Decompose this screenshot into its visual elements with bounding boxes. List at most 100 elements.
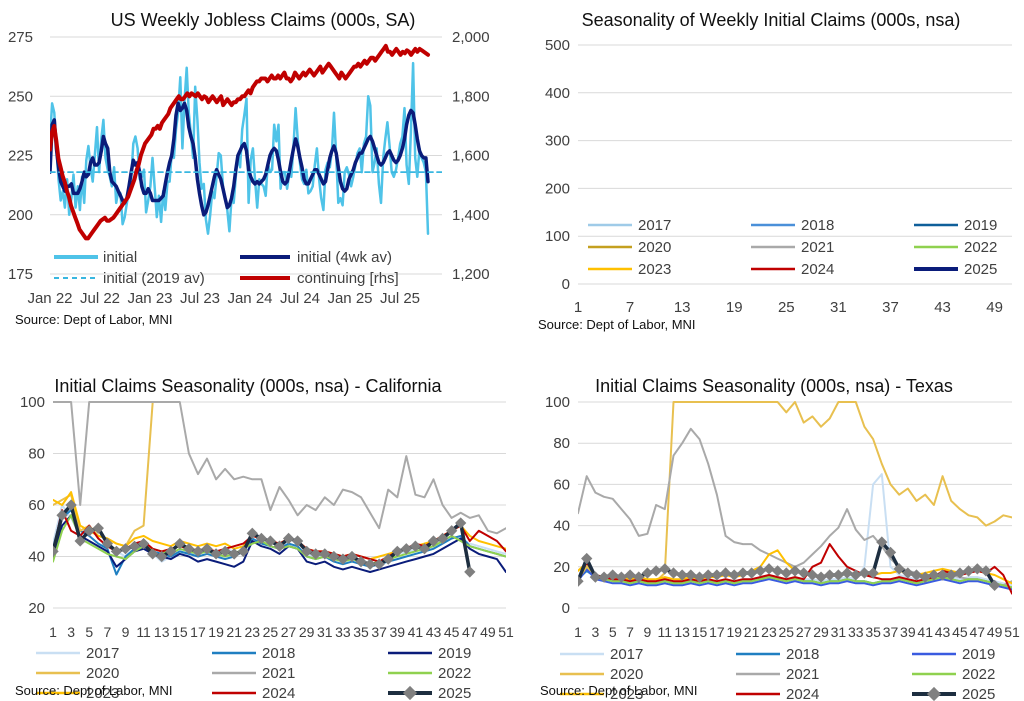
x-tick-label: Jul 23 — [180, 290, 220, 307]
series-marker — [789, 565, 801, 577]
series-marker — [464, 566, 476, 578]
y-tick-label: 225 — [8, 148, 33, 165]
series-marker — [832, 569, 845, 581]
series-2021 — [578, 427, 1012, 587]
legend-label: 2020 — [86, 665, 119, 682]
series-2022 — [578, 86, 1012, 208]
series-marker — [971, 563, 983, 575]
x-tick-label: 5 — [609, 624, 617, 640]
y-tick-label: 275 — [8, 29, 33, 46]
series-marker — [400, 543, 413, 555]
series-marker — [373, 558, 385, 570]
x-tick-label: 19 — [208, 624, 224, 640]
x-tick-label: Jan 24 — [227, 290, 272, 307]
x-tick-label: 39 — [389, 624, 405, 640]
y2-tick-label: 1,600 — [452, 148, 490, 165]
x-tick-label: Jan 22 — [27, 290, 72, 307]
series-marker — [607, 569, 619, 581]
x-tick-label: 43 — [934, 299, 951, 316]
y2-tick-label: 1,400 — [452, 207, 490, 224]
series-marker — [624, 569, 636, 581]
x-tick-label: 39 — [900, 624, 916, 640]
series-marker — [754, 565, 766, 577]
series-marker — [893, 563, 905, 575]
x-tick-label: 13 — [674, 624, 690, 640]
legend-label: 2024 — [262, 685, 295, 701]
y-tick-label: 40 — [553, 518, 570, 535]
legend-marker — [402, 685, 418, 701]
series-marker — [962, 565, 975, 577]
series-marker — [65, 499, 77, 511]
series-marker — [815, 571, 827, 583]
y-tick-label: 0 — [562, 600, 570, 617]
x-tick-label: 45 — [444, 624, 460, 640]
plot-area — [53, 401, 506, 578]
legend-label: initial (4wk av) — [297, 249, 392, 266]
series-marker — [711, 569, 723, 581]
series-marker — [867, 567, 879, 579]
series-marker — [53, 545, 59, 558]
x-tick-label: 37 — [371, 624, 387, 640]
series-marker — [364, 558, 376, 570]
panel-seasonality-of-weekly-initial-claims-000s-nsa: Seasonality of Weekly Initial Claims (00… — [538, 10, 1012, 332]
x-tick-label: 51 — [498, 624, 514, 640]
series-marker — [455, 517, 467, 529]
legend-label: 2025 — [438, 685, 471, 701]
legend-label: 2017 — [86, 645, 119, 662]
x-tick-label: 35 — [865, 624, 881, 640]
chart-title: Seasonality of Weekly Initial Claims (00… — [582, 10, 961, 30]
x-tick-label: 1 — [49, 624, 57, 640]
series-2020 — [578, 401, 1012, 583]
x-tick-label: 19 — [726, 624, 742, 640]
series-2024 — [578, 138, 1012, 198]
series-marker — [328, 550, 340, 563]
x-tick-label: Jan 25 — [327, 290, 372, 307]
series-2019 — [578, 567, 1012, 591]
series-marker — [771, 565, 784, 577]
legend-label: 2023 — [86, 685, 119, 701]
x-tick-label: 23 — [761, 624, 777, 640]
legend-label: 2018 — [801, 217, 834, 234]
x-tick-label: 17 — [190, 624, 206, 640]
chart-title: Initial Claims Seasonality (000s, nsa) -… — [595, 376, 953, 396]
series-marker — [850, 569, 862, 581]
series-marker — [255, 532, 268, 545]
source-note: Source: Dept of Labor, MNI — [540, 683, 698, 698]
x-tick-label: 13 — [154, 624, 170, 640]
series-marker — [928, 569, 940, 581]
x-tick-label: 29 — [813, 624, 829, 640]
y-tick-label: 20 — [553, 559, 570, 576]
legend-label: 2021 — [262, 665, 295, 682]
x-tick-label: 17 — [709, 624, 725, 640]
legend-label: 2021 — [801, 239, 834, 256]
series-marker — [101, 537, 114, 550]
x-tick-label: 41 — [408, 624, 424, 640]
series-marker — [633, 571, 645, 583]
series-marker — [201, 543, 213, 555]
legend: 2017 2018 2019 2020 2021 2022 2023 2024 2025 — [36, 645, 471, 701]
series-2020 — [53, 401, 172, 548]
series-marker — [780, 567, 792, 579]
y2-tick-label: 1,800 — [452, 88, 490, 105]
legend-label: 2025 — [964, 261, 997, 278]
series-initial-4wk-av — [50, 101, 430, 217]
y-tick-label: 80 — [28, 446, 45, 463]
y2-tick-label: 1,200 — [452, 266, 490, 283]
legend-label: initial — [103, 249, 137, 266]
legend-label: 2017 — [638, 217, 671, 234]
y2-tick-label: 2,000 — [452, 29, 490, 46]
legend-label: 2022 — [964, 239, 997, 256]
x-tick-label: 23 — [245, 624, 261, 640]
series-marker — [988, 579, 1001, 592]
x-tick-label: 11 — [658, 624, 673, 640]
legend-marker — [926, 686, 942, 701]
x-tick-label: 29 — [299, 624, 315, 640]
panel-initial-claims-seasonality-000s-nsa-california: Initial Claims Seasonality (000s, nsa) -… — [15, 376, 514, 701]
x-tick-label: 49 — [987, 624, 1003, 640]
source-note: Source: Dept of Labor, MNI — [538, 317, 696, 332]
legend-label: 2024 — [801, 261, 834, 278]
legend-label: 2019 — [962, 646, 995, 663]
y-tick-label: 60 — [28, 497, 45, 514]
plot-area — [50, 43, 442, 241]
legend-label: continuing [rhs] — [297, 270, 399, 287]
